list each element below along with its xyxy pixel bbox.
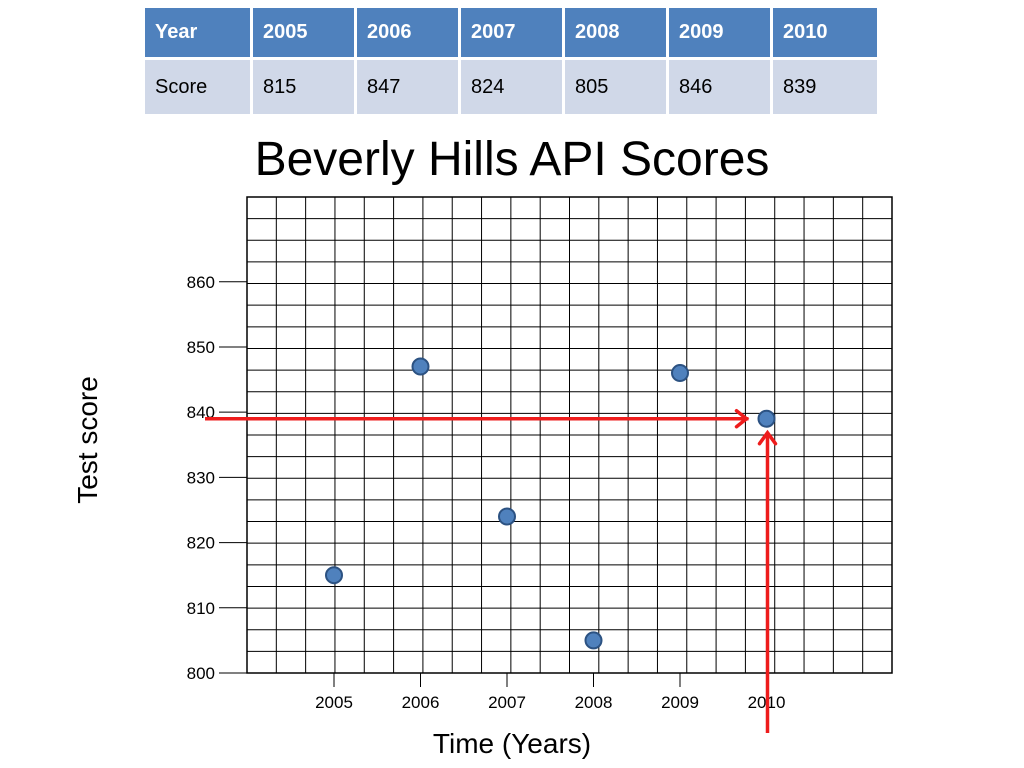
table-header-label: Year (145, 8, 253, 60)
data-point (671, 364, 689, 383)
y-tick-label: 800 (187, 664, 215, 683)
data-point (325, 566, 343, 585)
y-tick-label: 810 (187, 599, 215, 618)
y-axis-label: Test score (72, 376, 103, 504)
table-score-row: Score 815 847 824 805 846 839 (145, 60, 877, 114)
table-year-cell: 2009 (669, 8, 773, 60)
data-point (411, 357, 430, 376)
chart-title: Beverly Hills API Scores (254, 133, 770, 186)
annotation-arrows (205, 408, 778, 733)
x-tick-label: 2009 (661, 693, 699, 712)
x-axis-label: Time (Years) (433, 728, 591, 759)
table-year-cell: 2006 (357, 8, 461, 60)
table-year-cell: 2008 (565, 8, 669, 60)
table-header-row: Year 2005 2006 2007 2008 2009 2010 (145, 8, 877, 60)
table-year-cell: 2007 (461, 8, 565, 60)
x-tick-label: 2007 (488, 693, 526, 712)
table-score-cell: 839 (773, 60, 877, 114)
table-row-label: Score (145, 60, 253, 114)
y-tick-label: 860 (187, 273, 215, 292)
table-score-cell: 815 (253, 60, 357, 114)
x-tick-label: 2005 (315, 693, 353, 712)
data-point (584, 631, 603, 650)
horizontal-arrow-head (734, 408, 750, 429)
vertical-arrow-head (757, 429, 778, 446)
table-score-cell: 805 (565, 60, 669, 114)
table-year-cell: 2005 (253, 8, 357, 60)
y-tick-label: 830 (187, 468, 215, 487)
table-score-cell: 846 (669, 60, 773, 114)
data-point (757, 409, 776, 428)
data-table: Year 2005 2006 2007 2008 2009 2010 Score… (145, 8, 877, 114)
data-point (498, 507, 516, 526)
x-tick-label: 2008 (575, 693, 613, 712)
table-score-cell: 824 (461, 60, 565, 114)
table-score-cell: 847 (357, 60, 461, 114)
y-tick-label: 850 (187, 338, 215, 357)
x-tick-label: 2006 (402, 693, 440, 712)
chart-grid (246, 196, 893, 674)
data-points (325, 357, 776, 650)
table-year-cell: 2010 (773, 8, 877, 60)
y-tick-label: 820 (187, 534, 215, 553)
